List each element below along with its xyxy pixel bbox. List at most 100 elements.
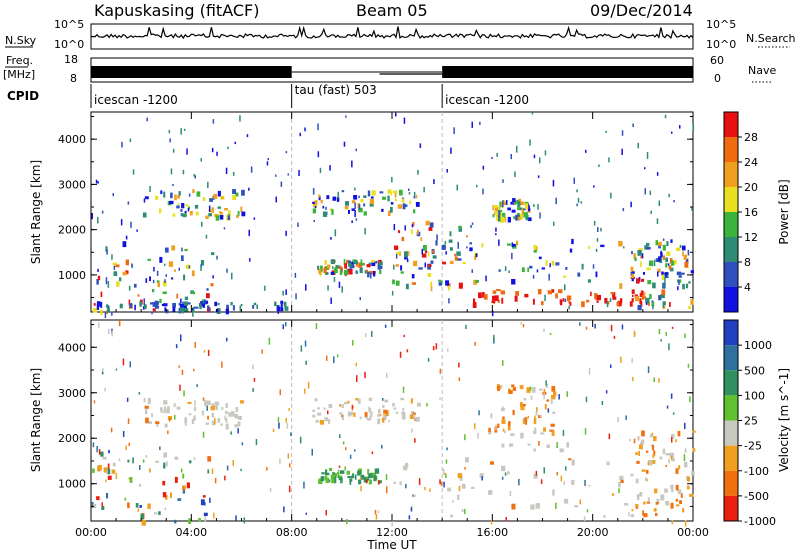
data-speckle [194, 341, 196, 348]
data-speckle [339, 404, 341, 407]
data-speckle [314, 205, 317, 209]
data-cell [415, 194, 418, 199]
data-cell [182, 485, 186, 490]
data-cell [425, 220, 430, 226]
data-cell [512, 409, 515, 416]
data-speckle [106, 304, 109, 309]
data-cell [657, 241, 662, 246]
data-cell [517, 205, 520, 210]
data-speckle [622, 207, 625, 212]
data-cell [545, 260, 548, 266]
data-speckle [498, 239, 500, 246]
data-cell [367, 468, 370, 475]
data-cell [368, 397, 373, 401]
data-speckle [464, 434, 466, 441]
data-cell [379, 261, 383, 266]
x-tick-label: 20:00 [577, 526, 609, 539]
data-speckle [566, 391, 568, 397]
data-cell [532, 298, 535, 305]
data-cell [684, 261, 689, 268]
data-speckle [628, 512, 630, 517]
data-cell [134, 283, 137, 288]
data-cell [144, 405, 149, 409]
data-cell [324, 417, 329, 422]
data-cell [154, 512, 158, 515]
data-cell [217, 190, 221, 197]
data-speckle [385, 474, 388, 481]
freq-band-1 [91, 66, 292, 78]
data-cell [216, 308, 221, 314]
data-cell [517, 202, 521, 207]
data-cell [138, 483, 141, 487]
data-cell [147, 503, 151, 509]
data-speckle [98, 449, 101, 455]
data-cell [447, 286, 450, 291]
data-cell [500, 290, 505, 295]
data-cell [666, 251, 671, 256]
data-cell [141, 519, 146, 526]
data-speckle [267, 158, 269, 161]
data-speckle [656, 172, 659, 176]
data-cell [140, 513, 144, 520]
data-cell [492, 290, 497, 294]
data-cell [537, 289, 542, 295]
data-speckle [226, 337, 228, 342]
data-speckle [601, 401, 604, 405]
data-cell [182, 489, 186, 494]
data-cell [184, 308, 189, 312]
data-cell [202, 303, 205, 308]
data-speckle [341, 286, 343, 293]
data-cell [404, 251, 408, 258]
data-cell [240, 206, 243, 212]
data-speckle [352, 340, 354, 346]
data-cell [405, 462, 409, 468]
time-x-ticks: 00:00 04:00 08:00 12:00 16:00 20:00 00:00 [75, 112, 709, 539]
data-speckle [631, 358, 633, 363]
nsky-tick-top: 10^5 [54, 18, 84, 31]
data-speckle [152, 279, 155, 284]
data-speckle [188, 193, 191, 197]
data-speckle [617, 417, 619, 423]
data-speckle [439, 368, 442, 374]
data-speckle [647, 461, 650, 466]
data-cell [348, 269, 353, 275]
colorbar-swatch [724, 320, 738, 346]
data-cell [224, 208, 228, 211]
y-tick-label: 1000 [58, 269, 86, 282]
data-speckle [693, 342, 695, 348]
data-speckle [593, 185, 595, 188]
data-cell [496, 207, 500, 213]
data-cell [507, 216, 511, 223]
data-speckle [683, 454, 686, 462]
data-cell [633, 438, 636, 444]
data-cell [387, 210, 391, 217]
data-cell [420, 237, 423, 242]
data-cell [631, 298, 634, 303]
data-cell [375, 260, 378, 264]
data-cell [555, 262, 560, 266]
data-cell [490, 413, 493, 419]
data-speckle [355, 362, 357, 367]
data-speckle [435, 343, 438, 350]
data-speckle [565, 466, 567, 471]
data-speckle [424, 262, 426, 268]
data-speckle [540, 479, 543, 484]
data-speckle [518, 478, 520, 486]
data-cell [551, 395, 556, 400]
data-cell [348, 209, 350, 214]
data-cell [333, 474, 336, 478]
data-cell [403, 465, 408, 471]
data-cell [646, 267, 651, 271]
freq-nave-trace [91, 66, 693, 78]
data-speckle [668, 343, 670, 351]
data-speckle [277, 310, 279, 314]
data-cell [348, 262, 352, 267]
data-speckle [264, 285, 266, 291]
data-cell [413, 209, 416, 214]
data-cell [360, 474, 365, 480]
data-cell [411, 282, 416, 285]
data-cell [661, 274, 665, 280]
data-cell [182, 213, 187, 218]
data-speckle [433, 179, 435, 185]
data-cell [649, 434, 653, 438]
